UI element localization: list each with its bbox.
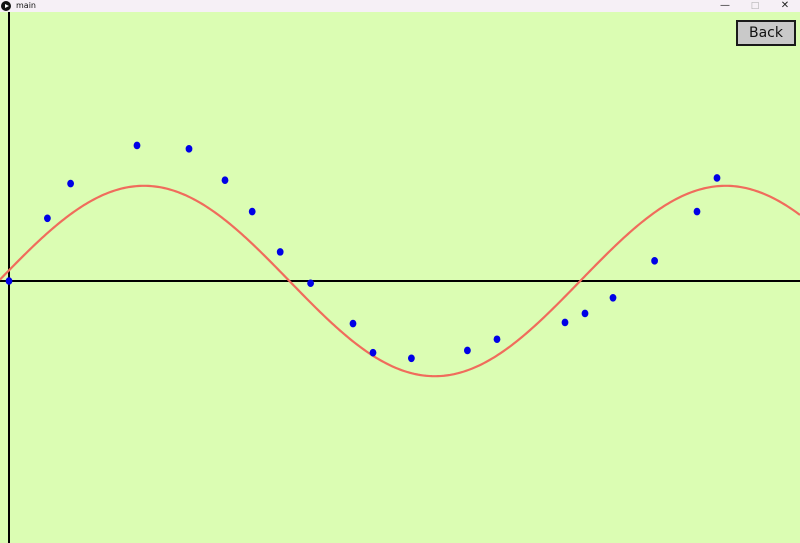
close-button[interactable]: ✕ xyxy=(780,0,790,11)
data-point xyxy=(248,207,256,216)
minimize-button[interactable]: — xyxy=(720,0,730,11)
data-point xyxy=(307,279,314,288)
data-point xyxy=(5,277,13,285)
window-controls: — □ ✕ xyxy=(710,0,800,12)
plot-canvas: Back xyxy=(0,12,800,543)
data-point xyxy=(44,214,51,223)
data-point xyxy=(651,257,658,265)
data-point xyxy=(581,309,589,318)
data-points xyxy=(5,141,721,363)
window-title: main xyxy=(16,1,36,10)
data-point xyxy=(349,319,357,328)
data-point xyxy=(493,335,501,344)
data-point xyxy=(693,207,701,216)
data-point xyxy=(133,141,141,150)
data-point xyxy=(276,248,284,256)
back-button[interactable]: Back xyxy=(736,20,796,46)
title-bar: main — □ ✕ xyxy=(0,0,800,12)
data-point xyxy=(464,346,471,355)
app-icon xyxy=(1,1,11,11)
plot-svg xyxy=(0,12,800,543)
data-point xyxy=(67,179,74,188)
fit-curve xyxy=(0,184,800,378)
data-point xyxy=(221,176,229,184)
data-point xyxy=(609,294,617,302)
data-point xyxy=(713,174,721,182)
data-point xyxy=(369,348,377,357)
maximize-button[interactable]: □ xyxy=(750,1,760,11)
data-point xyxy=(408,354,415,363)
data-point xyxy=(185,145,193,153)
data-point xyxy=(561,318,569,327)
